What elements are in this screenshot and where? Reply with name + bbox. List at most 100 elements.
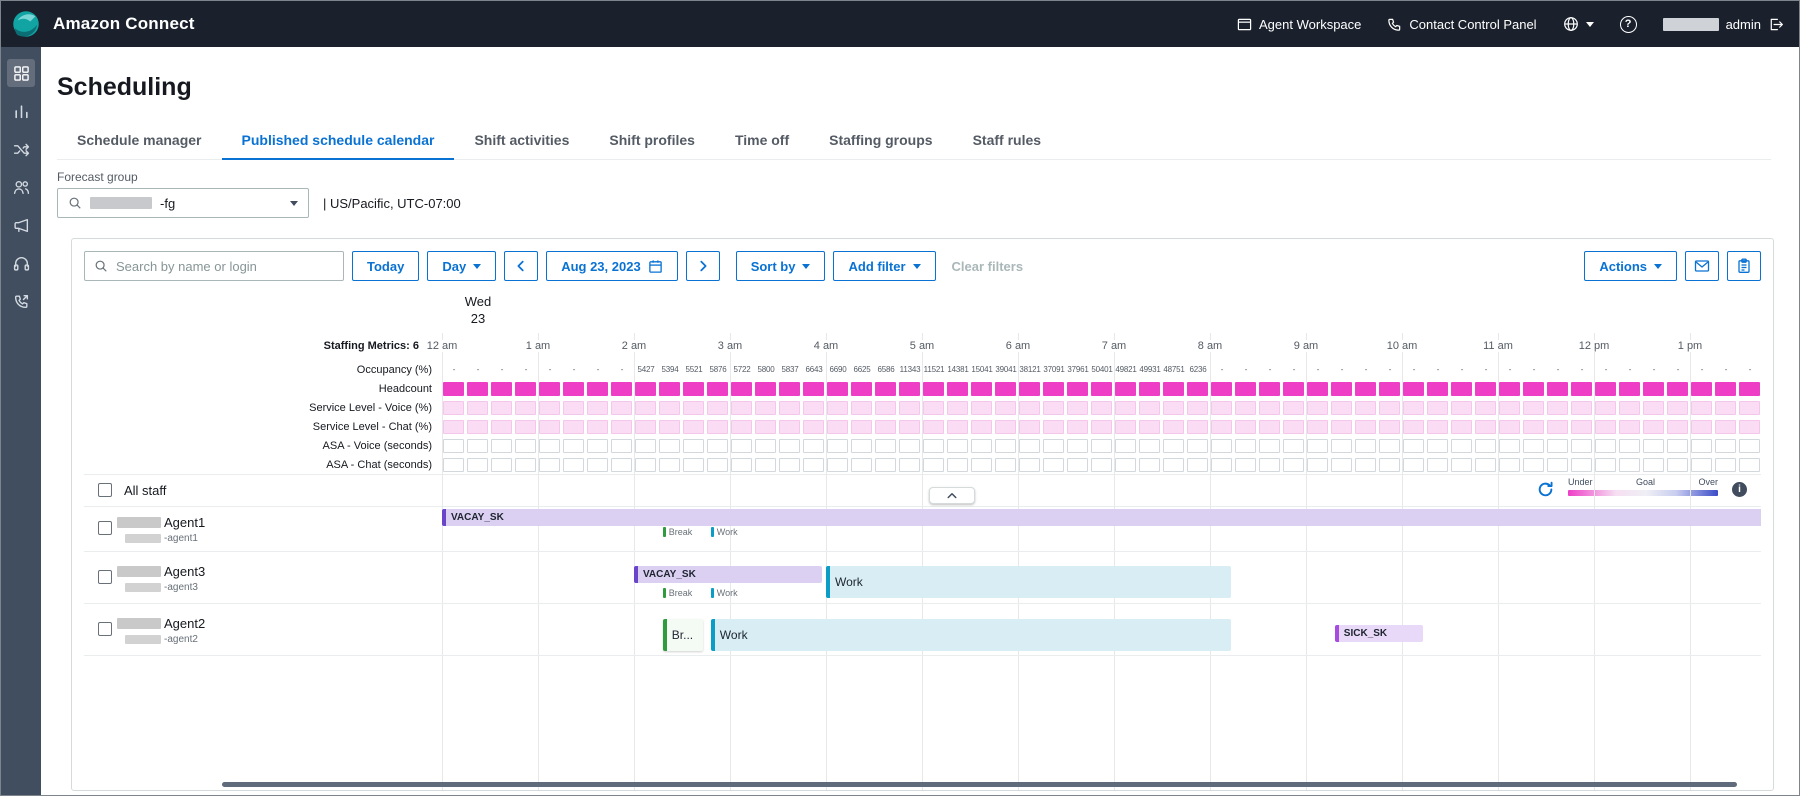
shift-bar-sick[interactable]: SICK_SK: [1335, 625, 1423, 642]
metric-cell: [443, 382, 464, 396]
previous-day-button[interactable]: [504, 251, 538, 281]
phone-icon: [1387, 17, 1402, 32]
users-icon[interactable]: [7, 173, 35, 201]
metric-cell: [731, 382, 752, 396]
metric-cell: [707, 401, 728, 415]
metric-cell: [683, 458, 704, 472]
shift-bar-vacay[interactable]: VACAY_SK: [634, 566, 822, 583]
metric-cell: [635, 439, 656, 453]
metric-cell: [1139, 458, 1160, 472]
tab-staffing-groups[interactable]: Staffing groups: [809, 122, 952, 160]
clipboard-button[interactable]: [1727, 251, 1761, 281]
tab-schedule-manager[interactable]: Schedule manager: [57, 122, 222, 160]
metric-cell: [1043, 420, 1064, 434]
collapse-metrics-button[interactable]: [929, 487, 975, 504]
view-select-button[interactable]: Day: [427, 251, 496, 281]
shift-bar-vacay[interactable]: VACAY_SK: [442, 509, 1761, 526]
forecast-group-value: -fg: [160, 196, 175, 211]
metric-cell: [827, 420, 848, 434]
metric-cell: [539, 458, 560, 472]
redaction-block: [1663, 18, 1719, 31]
staffing-metrics-toggle[interactable]: Staffing Metrics: 6: [84, 340, 432, 352]
language-menu[interactable]: [1563, 16, 1594, 32]
metric-cell: [1571, 439, 1592, 453]
horizontal-scrollbar[interactable]: [222, 782, 1737, 787]
refresh-icon[interactable]: [1537, 481, 1554, 498]
tab-time-off[interactable]: Time off: [715, 122, 809, 160]
metric-cell: [683, 401, 704, 415]
metric-cell: [1571, 401, 1592, 415]
clear-filters-link[interactable]: Clear filters: [952, 259, 1024, 274]
metric-cell: [995, 458, 1016, 472]
outbound-calls-icon[interactable]: [7, 287, 35, 315]
next-day-button[interactable]: [686, 251, 720, 281]
metric-cell: [1547, 458, 1568, 472]
metric-cell: [1283, 382, 1304, 396]
chevron-down-icon: [802, 264, 810, 269]
occupancy-value: -: [586, 361, 610, 379]
user-menu[interactable]: admin: [1663, 17, 1783, 32]
staff-search[interactable]: [84, 251, 344, 281]
metric-cell: [1043, 401, 1064, 415]
metric-cell: [923, 401, 944, 415]
channels-icon[interactable]: [7, 211, 35, 239]
help-button[interactable]: ?: [1620, 16, 1637, 33]
metric-cell: [779, 458, 800, 472]
metric-cell: [1523, 401, 1544, 415]
legend-goal-label: Goal: [1636, 477, 1655, 487]
today-button[interactable]: Today: [352, 251, 419, 281]
contact-control-panel-link[interactable]: Contact Control Panel: [1387, 17, 1536, 32]
occupancy-value: -: [1426, 361, 1450, 379]
metric-cell: [1475, 420, 1496, 434]
analytics-icon[interactable]: [7, 97, 35, 125]
metric-cell: [1355, 382, 1376, 396]
legend-over-label: Over: [1698, 477, 1718, 487]
metric-cell: [731, 401, 752, 415]
metric-cell: [491, 420, 512, 434]
metric-cell: [659, 382, 680, 396]
metric-cell: [659, 458, 680, 472]
agent-checkbox[interactable]: [98, 570, 112, 584]
metric-cell: [1667, 420, 1688, 434]
shift-bar-work[interactable]: Work: [826, 566, 1231, 598]
dashboard-icon[interactable]: [7, 59, 35, 87]
shift-bar-break[interactable]: Br...: [663, 619, 703, 651]
headset-icon[interactable]: [7, 249, 35, 277]
actions-button[interactable]: Actions: [1584, 251, 1677, 281]
metric-cell: [563, 401, 584, 415]
sign-out-icon[interactable]: [1768, 17, 1783, 32]
metric-cell: [1139, 439, 1160, 453]
tab-published-schedule-calendar[interactable]: Published schedule calendar: [222, 122, 455, 160]
agent-checkbox[interactable]: [98, 521, 112, 535]
metric-cell: [491, 458, 512, 472]
staff-search-input[interactable]: [116, 259, 334, 274]
forecast-group-row: Forecast group -fg | US/Pacific, UTC-07:…: [57, 170, 1799, 218]
date-picker-button[interactable]: Aug 23, 2023: [546, 251, 678, 281]
shift-bar-work[interactable]: Work: [711, 619, 1231, 651]
add-filter-button[interactable]: Add filter: [833, 251, 935, 281]
forecast-group-select[interactable]: -fg: [57, 188, 309, 218]
sort-by-button[interactable]: Sort by: [736, 251, 826, 281]
select-all-checkbox[interactable]: [98, 483, 112, 497]
metric-cell: [1139, 420, 1160, 434]
tab-shift-profiles[interactable]: Shift profiles: [589, 122, 715, 160]
agent-workspace-link[interactable]: Agent Workspace: [1237, 17, 1361, 32]
metric-cell: [1187, 420, 1208, 434]
agent-checkbox[interactable]: [98, 622, 112, 636]
email-button[interactable]: [1685, 251, 1719, 281]
metric-cell: [1451, 401, 1472, 415]
occupancy-value: 6625: [850, 361, 874, 379]
metric-cell: [779, 401, 800, 415]
metric-cell: [923, 420, 944, 434]
info-icon[interactable]: i: [1732, 482, 1747, 497]
metric-cell: [1355, 458, 1376, 472]
tab-shift-activities[interactable]: Shift activities: [454, 122, 589, 160]
metric-cell: [899, 401, 920, 415]
hour-label: 1 am: [523, 340, 553, 352]
tab-staff-rules[interactable]: Staff rules: [953, 122, 1061, 160]
metric-cell: [1067, 401, 1088, 415]
routing-icon[interactable]: [7, 135, 35, 163]
metric-cell: [875, 439, 896, 453]
metric-cell: [1139, 401, 1160, 415]
brand: Amazon Connect: [1, 7, 195, 41]
